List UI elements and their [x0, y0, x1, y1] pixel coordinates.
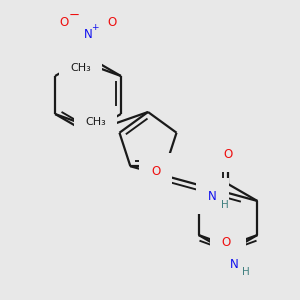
Text: O: O: [59, 16, 69, 29]
Text: −: −: [68, 8, 80, 22]
Text: O: O: [224, 148, 232, 160]
Text: O: O: [151, 165, 160, 178]
Text: O: O: [107, 16, 117, 29]
Text: H: H: [242, 267, 250, 277]
Text: CH₃: CH₃: [85, 117, 106, 127]
Text: O: O: [225, 236, 234, 250]
Text: H: H: [220, 200, 228, 210]
Text: N: N: [84, 28, 92, 41]
Text: +: +: [91, 23, 99, 32]
Text: N: N: [230, 257, 238, 271]
Text: N: N: [208, 190, 217, 202]
Text: CH₃: CH₃: [70, 63, 91, 73]
Text: O: O: [222, 236, 231, 250]
